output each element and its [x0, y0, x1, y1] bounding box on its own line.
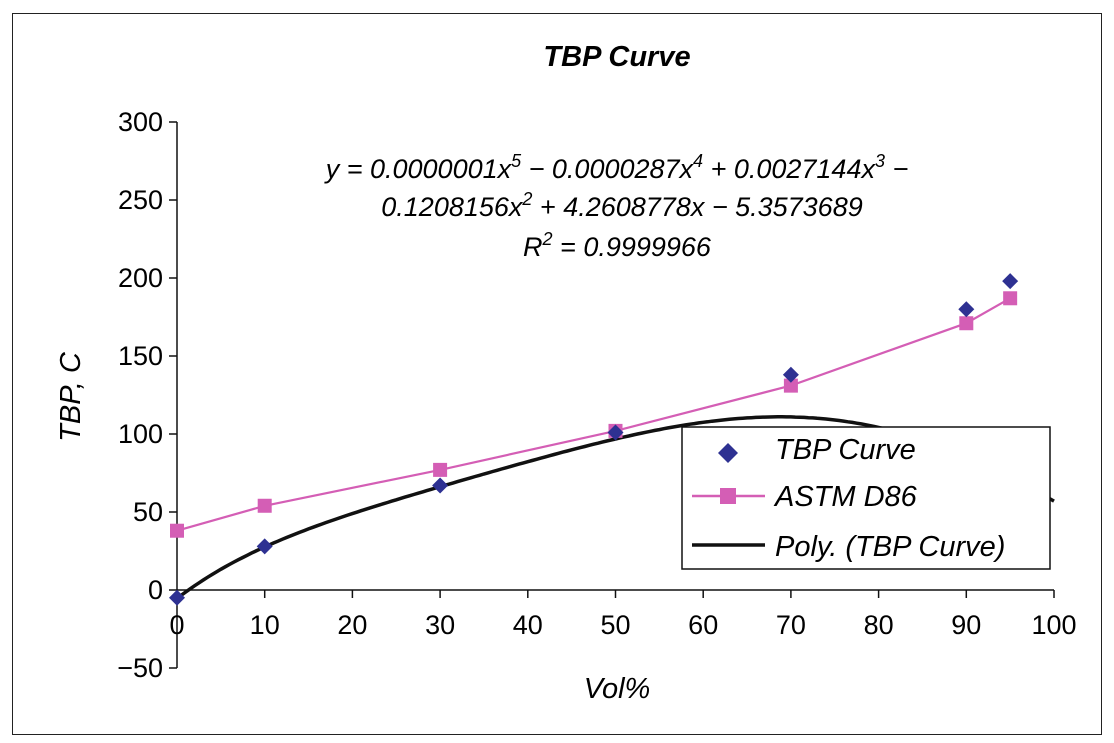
y-tick-label: 100	[118, 419, 163, 449]
chart-title: TBP Curve	[543, 41, 690, 73]
astm-d86-point	[170, 523, 184, 538]
r-squared: R2 = 0.9999966	[523, 229, 712, 262]
x-tick-label: 100	[1031, 610, 1076, 640]
x-tick-label: 30	[425, 610, 455, 640]
x-tick-label: 90	[951, 610, 981, 640]
tbp-curve-point	[169, 589, 185, 606]
tbp-curve-point	[958, 301, 975, 318]
astm-d86-point	[959, 316, 974, 331]
tbp-curve-point	[432, 477, 449, 494]
astm-d86-point	[257, 498, 272, 513]
x-tick-label: 40	[513, 610, 543, 640]
tbp-curve-point	[256, 538, 273, 555]
legend-entry-poly: Poly. (TBP Curve)	[775, 531, 1005, 563]
legend-diamond-icon	[718, 443, 738, 463]
y-tick-label: 250	[118, 185, 163, 215]
x-tick-label: 60	[688, 610, 718, 640]
x-tick-label: 10	[250, 610, 280, 640]
x-axis-label: Vol%	[584, 673, 651, 705]
y-tick-label: 200	[118, 263, 163, 293]
x-tick-label: 0	[169, 610, 184, 640]
y-tick-label: 0	[148, 575, 163, 605]
x-tick-label: 20	[337, 610, 367, 640]
y-tick-label: 50	[133, 497, 163, 527]
tbp-curve-point	[1002, 273, 1019, 290]
legend-entry-astm: ASTM D86	[773, 481, 918, 513]
trendline-equation: y = 0.0000001x5 − 0.0000287x4 + 0.002714…	[324, 151, 909, 262]
astm-d86-point	[1003, 291, 1018, 306]
legend-square-icon	[720, 488, 736, 504]
x-tick-label: 70	[776, 610, 806, 640]
x-tick-label: 50	[600, 610, 630, 640]
legend: TBP Curve ASTM D86 Poly. (TBP Curve)	[681, 426, 1051, 570]
chart-frame	[12, 13, 1102, 735]
y-tick-label: 150	[118, 341, 163, 371]
legend-entry-tbp: TBP Curve	[775, 434, 916, 466]
y-axis-label: TBP, C	[55, 351, 87, 442]
tbp-curve-point	[782, 366, 799, 383]
astm-d86-point	[783, 378, 798, 393]
equation-line-1: y = 0.0000001x5 − 0.0000287x4 + 0.002714…	[324, 151, 909, 184]
y-tick-label: −50	[117, 653, 163, 683]
x-tick-label: 80	[864, 610, 894, 640]
tbp-curve-point	[607, 424, 624, 441]
astm-d86-point	[433, 462, 448, 477]
y-tick-label: 300	[118, 107, 163, 137]
equation-line-2: 0.1208156x2 + 4.2608778x − 5.3573689	[381, 189, 862, 222]
